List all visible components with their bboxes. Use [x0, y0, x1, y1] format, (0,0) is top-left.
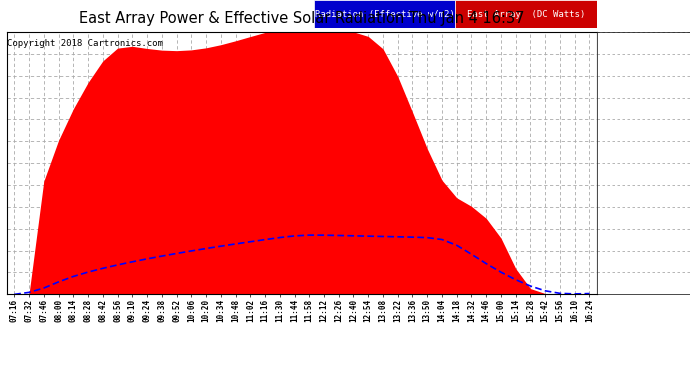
Bar: [314, 0, 455, 28]
Text: East Array  (DC Watts): East Array (DC Watts): [467, 10, 585, 18]
Bar: [455, 0, 597, 28]
Text: Copyright 2018 Cartronics.com: Copyright 2018 Cartronics.com: [7, 39, 163, 48]
Text: Radiation (Effective w/m2): Radiation (Effective w/m2): [315, 10, 454, 18]
Text: East Array Power & Effective Solar Radiation Thu Jan 4 16:37: East Array Power & Effective Solar Radia…: [79, 11, 524, 26]
